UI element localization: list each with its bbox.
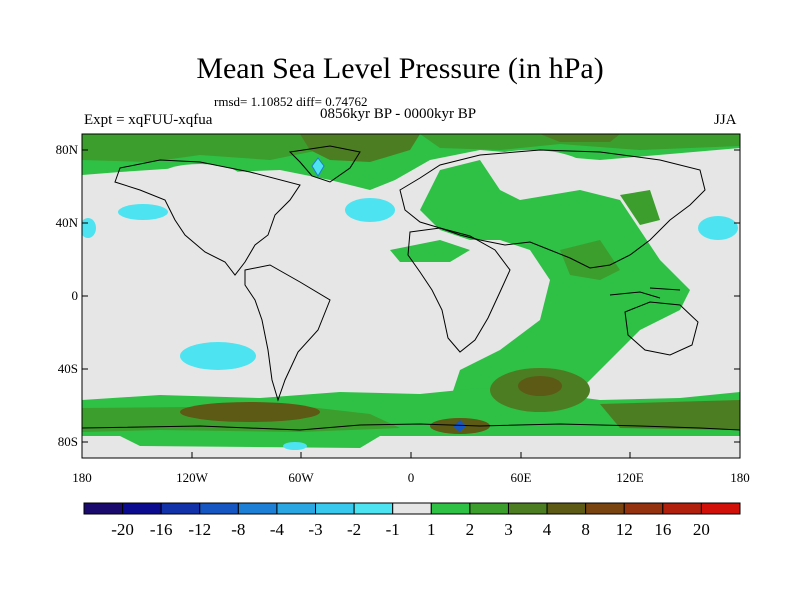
antarctic-negative xyxy=(283,442,307,450)
siberia-olive-patch xyxy=(540,134,620,142)
greenland-olive-region xyxy=(300,134,420,162)
y-tick-label: 0 xyxy=(71,288,79,303)
colorbar-label: 8 xyxy=(581,520,590,539)
colorbar-label: 3 xyxy=(504,520,513,539)
colorbar-swatch xyxy=(276,502,317,515)
south-pacific-negative xyxy=(180,342,256,370)
colorbar-swatch xyxy=(585,502,625,515)
antarctic-strong-negative xyxy=(453,420,466,432)
west-pacific-negative xyxy=(698,216,738,240)
x-tick-label: 60E xyxy=(510,470,532,485)
colorbar-swatch xyxy=(315,502,355,515)
colorbar-label: 2 xyxy=(465,520,475,539)
colorbar-label: -8 xyxy=(231,520,246,539)
colorbar xyxy=(83,502,741,515)
colorbar-swatch xyxy=(160,502,201,515)
colorbar-label: 16 xyxy=(654,520,672,539)
colorbar-swatch xyxy=(700,502,741,515)
colorbar-label: 20 xyxy=(692,520,710,539)
ross-sea-olive xyxy=(600,400,740,430)
arctic-darkgreen-region xyxy=(82,134,320,162)
experiment-label: Expt = xqFUU-xqfua xyxy=(84,112,213,128)
colorbar-swatch xyxy=(122,502,162,515)
indian-ocean-positive-region xyxy=(420,160,690,420)
sahara-positive-strip xyxy=(390,240,470,262)
rmsd-diff-stats: rmsd= 1.10852 diff= 0.74762 xyxy=(214,94,368,109)
colorbar-label: -20 xyxy=(111,520,134,539)
colorbar-label: -1 xyxy=(385,520,400,539)
colorbar-label: 12 xyxy=(615,520,633,539)
y-tick-label: 40S xyxy=(57,361,78,376)
season-label: JJA xyxy=(714,112,737,128)
x-tick-marks xyxy=(81,452,741,458)
colorbar-swatch xyxy=(430,502,471,515)
time-period-label: 0856kyr BP - 0000kyr BP xyxy=(320,106,477,122)
colorbar-swatch xyxy=(623,502,664,515)
north-atlantic-negative xyxy=(345,198,395,222)
map-plot-area xyxy=(82,134,740,458)
y-tick-label: 80S xyxy=(57,434,78,449)
colorbar-swatch xyxy=(353,502,394,515)
colorbar-label: 1 xyxy=(427,520,436,539)
greenland-negative-diamond xyxy=(311,157,325,177)
north-asia-neutral xyxy=(470,150,590,194)
tibet-patch xyxy=(620,190,660,225)
south-indian-brown xyxy=(518,376,562,396)
coastlines xyxy=(82,145,740,431)
colorbar-swatch xyxy=(507,502,548,515)
colorbar-swatch xyxy=(546,502,587,515)
antarctic-green-fringe xyxy=(120,436,380,448)
antarctic-brown-patch xyxy=(180,402,320,422)
colorbar-swatch xyxy=(237,502,278,515)
x-tick-label: 0 xyxy=(407,470,415,485)
colorbar-swatch xyxy=(469,502,509,515)
north-america-neutral xyxy=(160,164,240,188)
colorbar-label: 4 xyxy=(542,520,552,539)
x-tick-label: 60W xyxy=(288,470,314,485)
map-title: Mean Sea Level Pressure (in hPa) xyxy=(196,52,604,85)
y-tick-label: 40N xyxy=(55,215,78,230)
colorbar-swatch xyxy=(199,502,239,515)
x-tick-label: 120E xyxy=(616,470,644,485)
x-tick-label: 180 xyxy=(72,470,92,485)
north-pacific-negative xyxy=(118,204,168,220)
colorbar-swatch xyxy=(662,502,702,515)
x-tick-label: 180 xyxy=(730,470,750,485)
colorbar-swatch xyxy=(83,502,124,515)
colorbar-label: -2 xyxy=(347,520,362,539)
colorbar-label: -4 xyxy=(269,520,285,539)
y-tick-marks xyxy=(82,149,740,443)
colorbar-label: -3 xyxy=(308,520,323,539)
arabian-sea-patch xyxy=(560,240,620,280)
colorbar-label: -12 xyxy=(188,520,212,539)
colorbar-swatch xyxy=(392,502,432,515)
x-tick-label: 120W xyxy=(176,470,208,485)
colorbar-label: -16 xyxy=(149,520,173,539)
y-tick-label: 80N xyxy=(55,142,78,157)
